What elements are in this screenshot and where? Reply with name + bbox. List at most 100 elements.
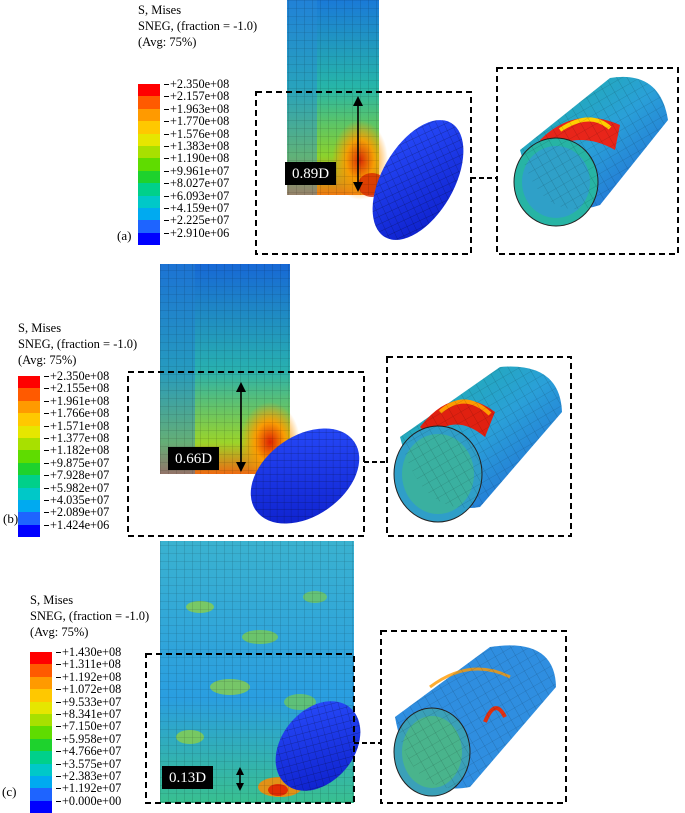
color-scale-swatch <box>18 413 40 426</box>
detail-tube-c <box>393 645 556 797</box>
legend-tick-label: +2.089e+07 <box>43 505 110 520</box>
color-scale-swatch <box>18 425 40 438</box>
impactor-a <box>372 120 464 240</box>
legend-tick-label: +1.383e+08 <box>163 139 230 153</box>
height-arrow-a <box>353 96 363 192</box>
ratio-label-b: 0.66D <box>168 447 220 470</box>
color-scale-swatch <box>138 133 160 146</box>
legend-tick-label: +2.350e+08 <box>163 77 230 91</box>
color-scale-swatch <box>30 652 52 665</box>
legend-tick-label: +1.770e+08 <box>163 114 230 129</box>
legend-tick-label: +1.311e+08 <box>56 657 121 672</box>
panel-c-graphics <box>145 541 567 804</box>
panel-b-graphics <box>127 264 572 537</box>
ratio-label-a: 0.89D <box>285 162 337 185</box>
panel-b: 0.66D S, Mises SNEG, (fraction = -1.0) (… <box>0 262 685 538</box>
legend-tick-label: +2.383e+07 <box>55 769 122 783</box>
color-scale-swatch <box>30 664 52 677</box>
legend-tick-label: +1.766e+08 <box>43 406 110 421</box>
legend-tick-label: +9.533e+07 <box>55 694 122 709</box>
color-scale-swatch <box>138 84 160 97</box>
legend-tick-label: +1.961e+08 <box>43 393 110 408</box>
detail-box-c <box>380 630 567 804</box>
impactor-b <box>250 428 360 524</box>
legend-tick-label: +5.958e+07 <box>55 731 122 746</box>
color-scale-swatch <box>30 701 52 714</box>
legend-tick-label: +1.963e+08 <box>163 101 230 116</box>
legend-title: S, Mises <box>138 3 182 17</box>
panel-label-c: (c) <box>2 784 17 799</box>
legend-tick-label: +2.910e+06 <box>163 225 230 240</box>
legend-tick-label: +4.035e+07 <box>43 493 110 507</box>
color-scale-swatch <box>18 462 40 476</box>
legend-tick-label: +6.093e+07 <box>163 188 230 203</box>
zoom-box-c <box>145 653 355 804</box>
detail-tube-a <box>513 76 668 227</box>
detail-box-a <box>496 67 679 255</box>
panel-a: 0.89D S, Mises SNEG, (fraction = -1.0) (… <box>0 0 685 262</box>
color-scale-bar <box>18 376 40 538</box>
color-scale-swatch <box>18 512 40 525</box>
cylinder-b <box>160 264 300 482</box>
color-scale-swatch <box>30 676 52 690</box>
color-scale-swatch <box>138 158 160 171</box>
color-scale-swatch <box>138 207 160 221</box>
color-scale-swatch <box>30 775 52 789</box>
color-scale-swatch <box>30 738 52 752</box>
ratio-label-c: 0.13D <box>162 766 214 789</box>
panel-label-a: (a) <box>117 228 132 243</box>
legend-tick-label: +7.928e+07 <box>43 468 110 483</box>
legend-tick-label: +1.072e+08 <box>55 682 122 697</box>
legend-tick-label: +4.766e+07 <box>55 744 122 759</box>
color-scale-swatch <box>138 108 160 122</box>
color-scale-swatch <box>30 713 52 727</box>
legend-subtitle: SNEG, (fraction = -1.0) <box>18 337 138 351</box>
color-scale-swatch <box>30 689 52 702</box>
color-scale-swatch <box>138 183 160 196</box>
color-scale-bar <box>138 84 160 246</box>
legend-tick-label: +1.424e+06 <box>43 517 110 532</box>
legend-avg: (Avg: 75%) <box>18 353 77 367</box>
color-scale-swatch <box>18 499 40 513</box>
legend-tick-label: +1.576e+08 <box>163 126 230 141</box>
legend-tick-label: +1.190e+08 <box>163 151 230 166</box>
legend-title: S, Mises <box>18 321 62 335</box>
detail-tube-b <box>393 366 562 523</box>
color-scale-swatch <box>30 751 52 764</box>
legend-title: S, Mises <box>30 593 74 607</box>
color-scale-swatch <box>138 232 160 246</box>
legend-tick-label: +1.182e+08 <box>43 443 110 458</box>
color-scale-swatch <box>18 524 40 538</box>
legend-tick-label: +2.155e+08 <box>43 381 110 396</box>
height-arrow-c <box>236 767 244 791</box>
impactor-c <box>275 701 361 791</box>
panel-label-b: (b) <box>3 511 19 526</box>
color-scale-swatch <box>18 388 40 401</box>
color-scale-swatch <box>18 400 40 414</box>
color-scale-bar <box>30 652 52 813</box>
color-scale-swatch <box>30 788 52 801</box>
legend-tick-label: +9.961e+07 <box>163 163 230 178</box>
legend-tick-label: +3.575e+07 <box>55 756 122 771</box>
legend-subtitle: SNEG, (fraction = -1.0) <box>30 609 150 623</box>
zoom-box-a <box>255 91 472 255</box>
legend-tick-label: +4.159e+07 <box>163 201 230 215</box>
color-scale-swatch <box>138 121 160 134</box>
height-arrow-b <box>236 382 246 472</box>
color-scale-swatch <box>138 170 160 184</box>
detail-box-b <box>386 356 572 537</box>
legend-avg: (Avg: 75%) <box>30 625 89 639</box>
color-scale-swatch <box>18 487 40 500</box>
color-scale-swatch <box>18 450 40 463</box>
legend-tick-label: +2.225e+07 <box>163 213 230 228</box>
color-scale-swatch <box>30 800 52 813</box>
legend-tick-label: +8.341e+07 <box>55 707 122 721</box>
color-scale-swatch <box>18 475 40 488</box>
color-scale-swatch <box>18 376 40 389</box>
legend-tick-label: +5.982e+07 <box>43 480 110 495</box>
legend-tick-label: +2.350e+08 <box>43 369 110 383</box>
legend-tick-label: +1.571e+08 <box>43 418 110 433</box>
legend-tick-label: +7.150e+07 <box>55 719 122 734</box>
legend-tick-label: +1.430e+08 <box>55 645 122 659</box>
legend-tick-label: +0.000e+00 <box>55 793 122 808</box>
